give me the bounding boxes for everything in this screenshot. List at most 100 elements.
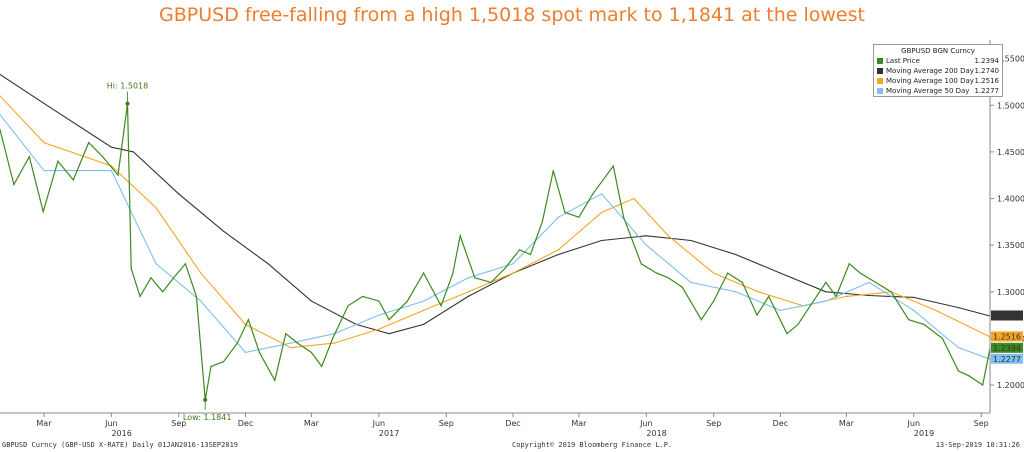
series-point-last-price (310, 351, 312, 353)
series-point-moving-average-100-day (333, 342, 335, 344)
series-point-moving-average-100-day (713, 272, 715, 274)
series-point-moving-average-50-day (200, 300, 202, 302)
series-point-moving-average-50-day (110, 170, 112, 172)
series-point-moving-average-50-day (779, 309, 782, 311)
x-year-label: 2016 (111, 429, 131, 438)
series-point-moving-average-200-day (735, 253, 737, 256)
legend-title: GBPUSD BGN Curncy (901, 47, 975, 55)
series-point-last-price (88, 142, 90, 144)
series-point-moving-average-200-day (388, 333, 390, 335)
x-tick-label: Mar (304, 419, 320, 428)
series-point-moving-average-50-day (244, 351, 247, 353)
series-point-last-price (285, 333, 287, 335)
series-point-moving-average-200-day (178, 193, 180, 195)
series-point-last-price (117, 174, 119, 176)
x-year-label: 2017 (379, 429, 399, 438)
legend-item-ma200: Moving Average 200 Day 1.2740 (874, 66, 1002, 76)
series-point-moving-average-50-day (825, 300, 827, 302)
price-label-layer: 1.2740 1.2516 1.2394 1.2277 (991, 310, 1023, 364)
series-point-last-price (667, 277, 669, 279)
series-point-last-price (195, 295, 197, 297)
series-point-moving-average-200-day (779, 272, 782, 274)
series-point-moving-average-200-day (645, 235, 647, 237)
series-point-moving-average-200-day (467, 295, 469, 297)
series-point-last-price (222, 361, 225, 363)
series-point-moving-average-100-day (378, 328, 380, 330)
series-point-moving-average-50-day (913, 309, 915, 311)
series-point-moving-average-50-day (735, 291, 737, 293)
series-point-moving-average-100-day (200, 272, 202, 274)
x-tick-label: Dec (773, 419, 788, 428)
series-point-last-price (768, 295, 770, 297)
series-point-last-price (139, 295, 141, 297)
series-point-moving-average-200-day (868, 294, 870, 297)
legend-swatch (877, 78, 883, 84)
series-point-last-price (681, 286, 683, 288)
price-label-text: 1.2277 (993, 355, 1021, 364)
series-point-moving-average-50-day (423, 300, 425, 302)
series-point-moving-average-100-day (467, 291, 469, 293)
series-point-moving-average-200-day (423, 323, 425, 325)
x-tick-label: Sep (706, 419, 721, 428)
series-point-moving-average-200-day (0, 73, 1, 76)
series-point-last-price (378, 300, 380, 302)
legend-value: 1.2277 (974, 87, 1000, 95)
series-point-moving-average-50-day (378, 314, 380, 316)
series-point-last-price (150, 277, 152, 279)
x-tick-label: Jun (907, 419, 921, 428)
series-point-moving-average-50-day (601, 193, 603, 195)
series-point-moving-average-200-day (267, 263, 269, 265)
x-year-label: 2019 (914, 429, 934, 438)
y-tick-label: 1.3000 (997, 288, 1024, 297)
series-point-moving-average-50-day (290, 342, 292, 344)
series-point-moving-average-100-day (290, 347, 292, 349)
legend-swatch (877, 68, 883, 74)
price-label-box (991, 342, 1023, 353)
series-point-last-price (274, 379, 276, 381)
series-point-moving-average-50-day (512, 263, 514, 265)
series-point-last-price (459, 235, 461, 237)
x-tick-label: Jun (372, 419, 386, 428)
series-point-last-price (347, 305, 349, 307)
series-point-last-price (184, 263, 186, 265)
series-point-moving-average-50-day (557, 216, 560, 218)
series-point-moving-average-50-day (467, 277, 469, 279)
series-point-last-price (578, 216, 580, 218)
legend-swatch (877, 58, 883, 64)
series-point-last-price (296, 342, 299, 344)
series-point-last-price (612, 165, 614, 167)
series-point-moving-average-100-day (423, 309, 425, 311)
footer-copyright: Copyright© 2019 Bloomberg Finance L.P. (512, 441, 673, 449)
price-label-text: 1.2394 (993, 344, 1021, 353)
high-marker-dot (125, 101, 130, 106)
series-point-last-price (173, 277, 175, 279)
series-point-moving-average-100-day (155, 207, 157, 209)
series-point-last-price (727, 272, 729, 274)
series-point-last-price (700, 319, 702, 321)
series-point-last-price (518, 249, 521, 251)
legend-item-ma100: Moving Average 100 Day 1.2516 (874, 76, 1002, 86)
x-year-label: 2018 (646, 429, 666, 438)
series-point-moving-average-100-day (557, 249, 560, 251)
series-point-last-price (258, 351, 260, 353)
legend-value: 1.2740 (974, 67, 1000, 75)
series-point-last-price (756, 314, 758, 316)
series-point-moving-average-200-day (110, 146, 112, 148)
series-point-moving-average-100-day (667, 235, 669, 237)
series-point-last-price (564, 211, 566, 214)
series-point-moving-average-50-day (690, 281, 692, 283)
series-point-last-price (640, 263, 642, 265)
series-point-last-price (423, 272, 425, 274)
footer-source: GBPUSD Curncy (GBP-USD X-RATE) Daily 01J… (2, 441, 239, 449)
series-point-last-price (162, 291, 164, 293)
series-point-last-price (786, 333, 788, 335)
series-point-moving-average-100-day (512, 272, 514, 274)
series-point-last-price (968, 375, 970, 377)
series-point-last-price (504, 267, 506, 270)
series-line-moving-average-100-day (0, 95, 991, 349)
series-point-last-price (957, 370, 960, 372)
series-point-last-price (541, 221, 543, 223)
series-point-last-price (875, 281, 877, 283)
series-point-last-price (592, 193, 594, 195)
